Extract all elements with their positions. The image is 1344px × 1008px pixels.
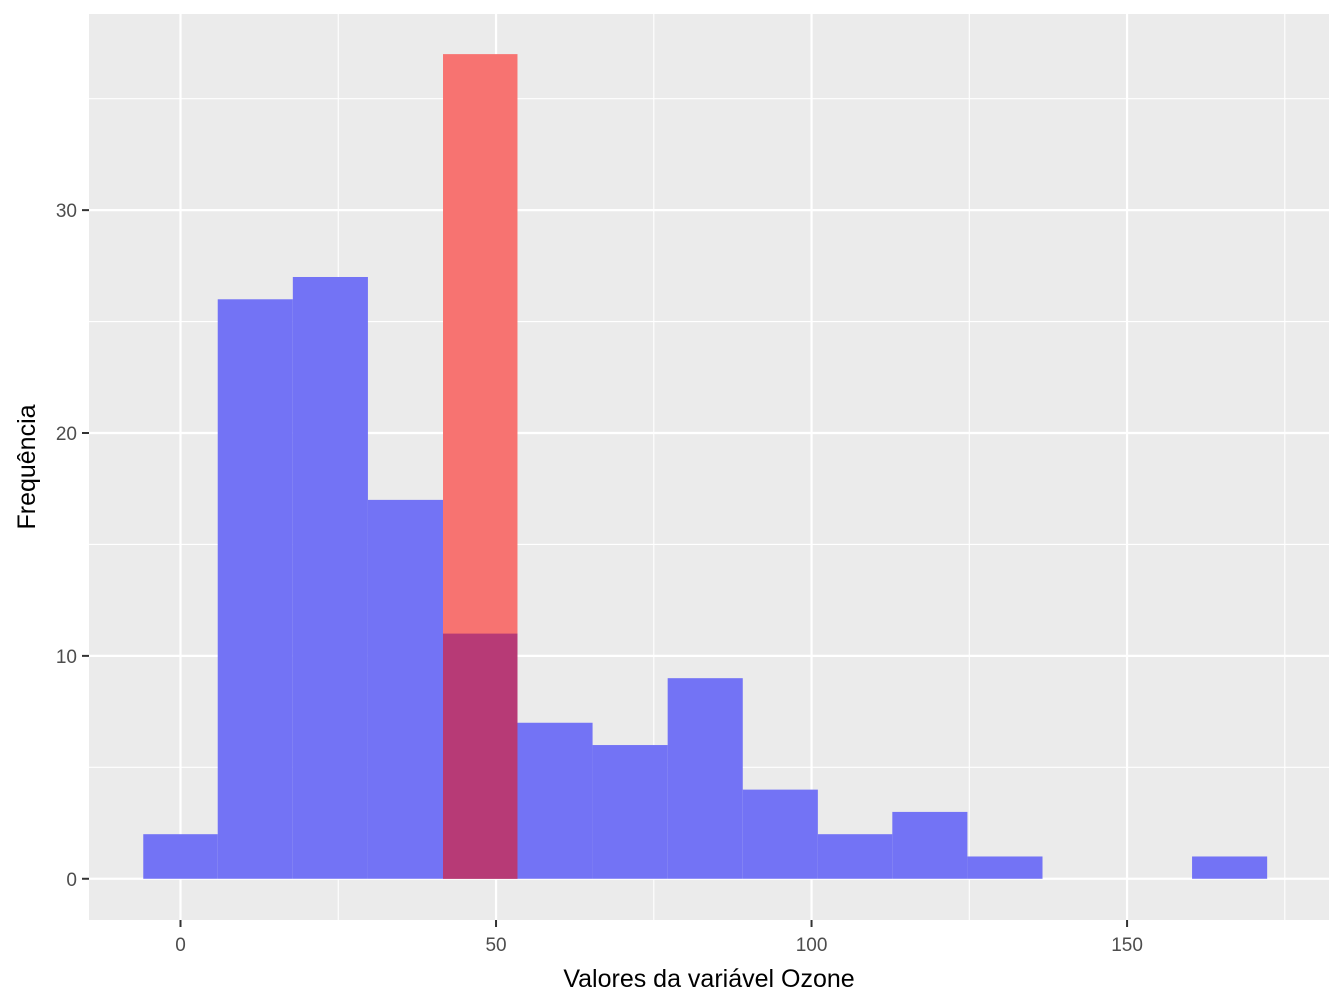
x-tick-label: 100 <box>796 935 828 956</box>
histogram-bar-blue <box>892 811 968 879</box>
series-blue-bars <box>143 276 1268 879</box>
histogram-bar-blue <box>742 789 818 879</box>
histogram-bar-blue <box>367 499 444 879</box>
y-tick-label: 20 <box>56 424 77 445</box>
histogram-bar-blue <box>517 722 593 879</box>
x-axis-title: Valores da variável Ozone <box>563 965 854 993</box>
y-axis: 0 10 20 30 <box>56 201 89 891</box>
histogram-bar-blue <box>967 856 1043 879</box>
y-tick-label: 10 <box>56 647 77 668</box>
histogram-bar-blue <box>592 745 668 879</box>
x-axis: 0 50 100 150 <box>175 920 1143 956</box>
y-axis-title: Frequência <box>13 404 41 529</box>
histogram-bar-blue <box>217 299 293 879</box>
x-tick-label: 150 <box>1111 935 1143 956</box>
histogram-bar-blue <box>292 276 368 879</box>
minor-gridlines <box>89 14 1329 920</box>
x-tick-label: 50 <box>485 935 506 956</box>
overlap-bars <box>443 633 518 879</box>
histogram-bar-blue <box>817 834 893 879</box>
histogram-bar-blue <box>143 834 218 879</box>
x-tick-label: 0 <box>175 935 186 956</box>
histogram-bar-blue <box>667 678 743 879</box>
y-tick-label: 0 <box>66 870 77 891</box>
histogram-bar-blue <box>1192 856 1268 879</box>
histogram-bar-overlap <box>443 633 518 879</box>
y-tick-label: 30 <box>56 201 77 222</box>
